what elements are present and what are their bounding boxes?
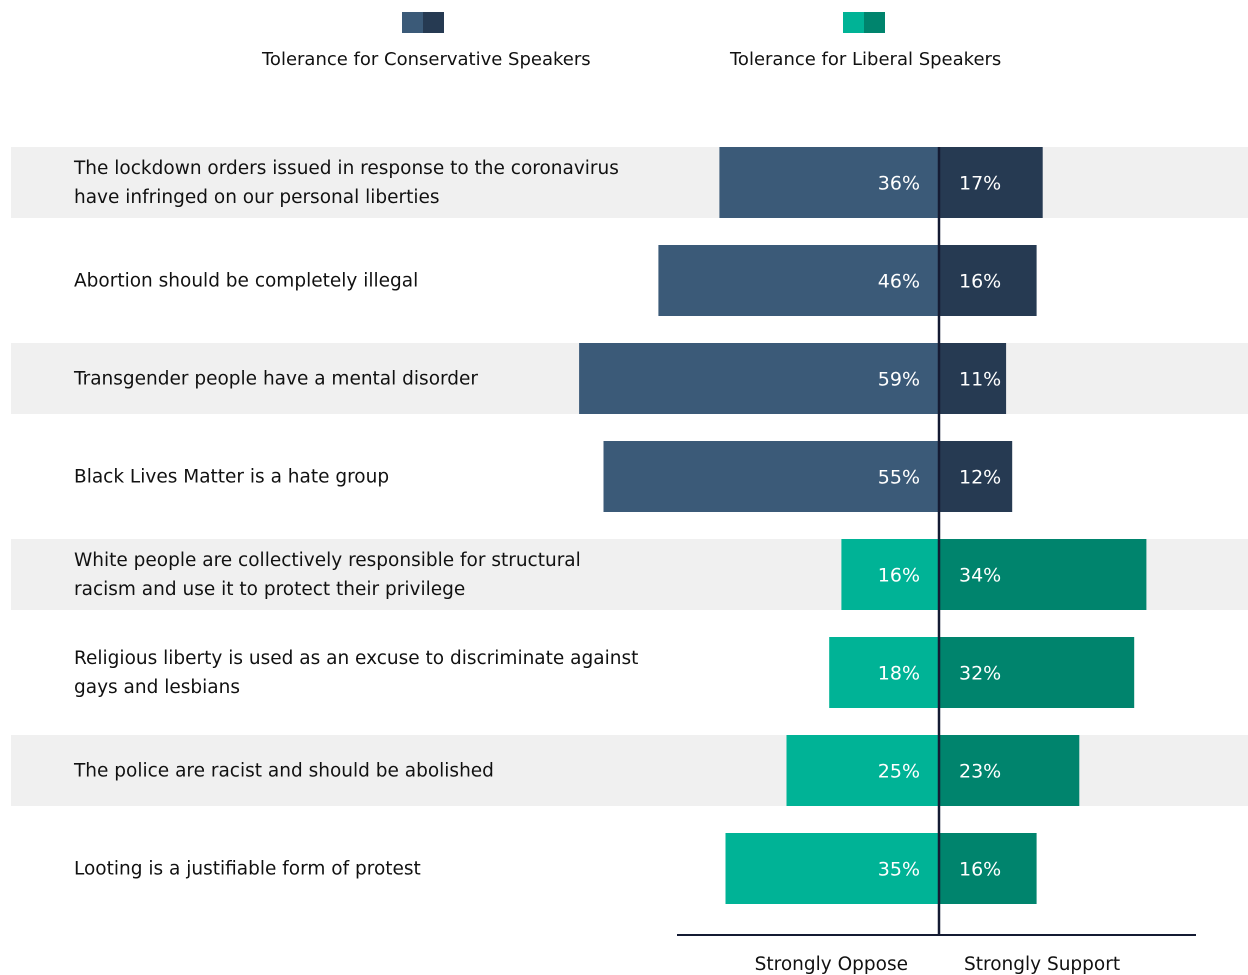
legend-conservative: Tolerance for Conservative Speakers xyxy=(262,12,591,70)
bar-label-oppose: 25% xyxy=(878,761,920,783)
row-label: Abortion should be completely illegal xyxy=(74,271,418,292)
bar-oppose xyxy=(603,441,939,512)
bar-label-oppose: 35% xyxy=(878,859,920,881)
bar-label-oppose: 59% xyxy=(878,369,920,391)
legend-swatch-light xyxy=(401,12,423,33)
legend-conservative-label: Tolerance for Conservative Speakers xyxy=(262,49,591,70)
row-label: Transgender people have a mental disorde… xyxy=(73,369,478,390)
bar-label-support: 12% xyxy=(959,467,1001,489)
legend-liberal-swatch xyxy=(843,12,885,33)
row-label: Black Lives Matter is a hate group xyxy=(74,467,389,488)
row-background xyxy=(11,833,1248,904)
bar-label-oppose: 36% xyxy=(878,173,920,195)
bar-oppose xyxy=(725,833,939,904)
bar-label-support: 34% xyxy=(959,565,1001,587)
bar-oppose xyxy=(841,539,939,610)
bar-label-oppose: 55% xyxy=(878,467,920,489)
row-label: gays and lesbians xyxy=(74,677,240,698)
bar-oppose xyxy=(829,637,939,708)
bar-label-support: 32% xyxy=(959,663,1001,685)
bar-support xyxy=(939,735,1080,806)
bar-label-support: 16% xyxy=(959,859,1001,881)
bar-support xyxy=(939,441,1013,512)
row-label: racism and use it to protect their privi… xyxy=(74,579,465,600)
bar-label-support: 23% xyxy=(959,761,1001,783)
bar-support xyxy=(939,637,1135,708)
bar-support xyxy=(939,343,1007,414)
bar-label-support: 11% xyxy=(959,369,1001,391)
bar-label-oppose: 46% xyxy=(878,271,920,293)
bar-support xyxy=(939,147,1043,218)
bar-oppose xyxy=(719,147,939,218)
row-background xyxy=(11,245,1248,316)
legend-liberal: Tolerance for Liberal Speakers xyxy=(730,12,1002,70)
legend-liberal-label: Tolerance for Liberal Speakers xyxy=(730,49,1002,70)
legend-swatch-dark xyxy=(864,12,885,33)
bar-oppose xyxy=(658,245,939,316)
x-axis-label-oppose: Strongly Oppose xyxy=(755,954,908,975)
legend-conservative-swatch xyxy=(401,12,444,33)
bar-label-oppose: 16% xyxy=(878,565,920,587)
bar-support xyxy=(939,833,1037,904)
row-label: Looting is a justifiable form of protest xyxy=(74,859,421,880)
bar-support xyxy=(939,245,1037,316)
row-label: White people are collectively responsibl… xyxy=(74,550,581,571)
legend-swatch-light xyxy=(843,12,864,33)
row-label: Religious liberty is used as an excuse t… xyxy=(74,648,638,669)
bar-label-oppose: 18% xyxy=(878,663,920,685)
legend-swatch-dark xyxy=(422,12,444,33)
x-axis-label-support: Strongly Support xyxy=(964,954,1120,975)
row-label: The police are racist and should be abol… xyxy=(73,761,494,782)
bar-label-support: 17% xyxy=(959,173,1001,195)
bar-support xyxy=(939,539,1147,610)
bar-oppose xyxy=(579,343,939,414)
row-label: have infringed on our personal liberties xyxy=(74,187,440,208)
row-label: The lockdown orders issued in response t… xyxy=(73,158,619,179)
bar-oppose xyxy=(786,735,939,806)
bar-label-support: 16% xyxy=(959,271,1001,293)
